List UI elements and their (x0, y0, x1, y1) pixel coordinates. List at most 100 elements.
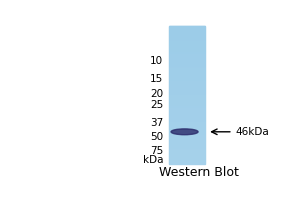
Bar (169, 67, 205, 68)
Bar (169, 134, 205, 135)
Bar (169, 66, 205, 67)
Bar (169, 109, 205, 110)
Bar (169, 122, 205, 123)
Bar (169, 48, 205, 49)
Bar (169, 160, 205, 161)
Bar (169, 63, 205, 64)
Bar (169, 99, 205, 100)
Bar (169, 97, 205, 98)
Bar (169, 75, 205, 76)
Bar (169, 41, 205, 42)
Bar (169, 53, 205, 54)
Bar (169, 107, 205, 108)
Bar (169, 137, 205, 138)
Text: 25: 25 (150, 100, 163, 110)
Bar (169, 112, 205, 113)
Bar (169, 26, 205, 27)
Bar (169, 44, 205, 45)
Bar (169, 34, 205, 35)
Bar (169, 95, 205, 96)
Bar (169, 105, 205, 106)
Bar (169, 123, 205, 124)
Bar (169, 54, 205, 55)
Bar (169, 60, 205, 61)
Bar (169, 89, 205, 90)
Bar (169, 86, 205, 87)
Bar (169, 46, 205, 47)
Bar (169, 103, 205, 104)
Bar (169, 76, 205, 77)
Bar (169, 152, 205, 153)
Bar (169, 28, 205, 29)
Bar (169, 108, 205, 109)
Bar (169, 106, 205, 107)
Bar (169, 131, 205, 132)
Bar (169, 43, 205, 44)
Bar (169, 114, 205, 115)
Text: 37: 37 (150, 118, 163, 128)
Bar (169, 126, 205, 127)
Bar (169, 82, 205, 83)
Bar (169, 104, 205, 105)
Bar (169, 87, 205, 88)
Bar (169, 120, 205, 121)
Text: 20: 20 (150, 89, 163, 99)
Bar (169, 117, 205, 118)
Bar (169, 92, 205, 93)
Bar (169, 70, 205, 71)
Bar (169, 32, 205, 33)
Text: Western Blot: Western Blot (159, 166, 239, 179)
Bar (169, 146, 205, 147)
Bar (169, 31, 205, 32)
Bar (169, 133, 205, 134)
Bar (169, 57, 205, 58)
Text: 50: 50 (150, 132, 163, 142)
Bar (169, 51, 205, 52)
Bar (169, 129, 205, 130)
Bar (169, 39, 205, 40)
Bar (169, 29, 205, 30)
Ellipse shape (171, 129, 198, 135)
Bar (169, 115, 205, 116)
Bar (169, 59, 205, 60)
Bar (169, 135, 205, 136)
Bar (169, 68, 205, 69)
Bar (169, 149, 205, 150)
Bar (169, 42, 205, 43)
Bar (169, 98, 205, 99)
Bar (169, 163, 205, 164)
Bar (169, 64, 205, 65)
Bar (169, 61, 205, 62)
Bar (169, 45, 205, 46)
Bar (169, 79, 205, 80)
Bar (169, 90, 205, 91)
Bar (169, 136, 205, 137)
Bar (169, 84, 205, 85)
Bar (169, 80, 205, 81)
Bar (169, 71, 205, 72)
Bar (169, 130, 205, 131)
Bar (169, 69, 205, 70)
Bar (169, 142, 205, 143)
Bar (169, 161, 205, 162)
Bar (169, 157, 205, 158)
Bar (169, 56, 205, 57)
Bar (169, 36, 205, 37)
Bar (169, 140, 205, 141)
Bar (169, 85, 205, 86)
Bar (169, 47, 205, 48)
Bar (169, 73, 205, 74)
Bar (169, 144, 205, 145)
Text: 15: 15 (150, 74, 163, 84)
Bar (169, 50, 205, 51)
Bar (169, 121, 205, 122)
Bar (169, 118, 205, 119)
Bar (169, 124, 205, 125)
Text: 46kDa: 46kDa (235, 127, 269, 137)
Bar (169, 83, 205, 84)
Bar (169, 101, 205, 102)
Bar (169, 62, 205, 63)
Bar (169, 125, 205, 126)
Bar (169, 74, 205, 75)
Bar (169, 72, 205, 73)
